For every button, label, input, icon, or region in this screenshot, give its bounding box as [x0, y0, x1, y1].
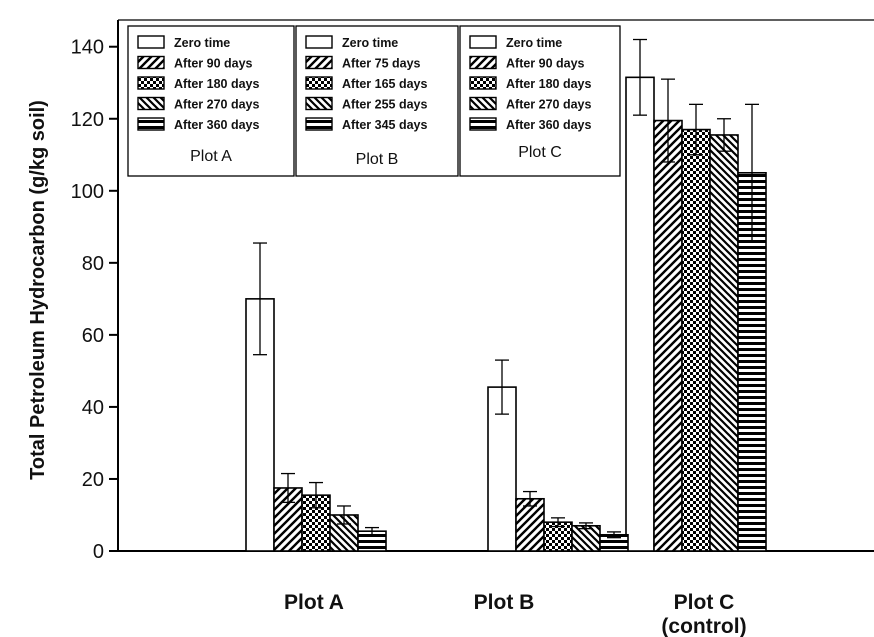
legend-entry-label: After 180 days: [174, 77, 260, 91]
legend-swatch: [305, 35, 333, 49]
legend-title: Plot C: [518, 144, 562, 161]
bar: [625, 76, 655, 552]
legend-entry-label: Zero time: [506, 36, 562, 50]
category-label: (control): [661, 615, 746, 637]
legend-swatch: [305, 55, 333, 70]
y-tick-label: 120: [71, 109, 104, 131]
y-tick-label: 60: [82, 325, 104, 347]
legend-swatch: [137, 117, 165, 131]
y-tick-label: 20: [82, 469, 104, 491]
error-bars: [253, 38, 759, 539]
legend-entry-label: After 270 days: [174, 98, 260, 112]
legend-swatch: [305, 76, 333, 90]
legend-swatch: [469, 117, 497, 131]
y-tick-label: 0: [93, 541, 104, 563]
legend-swatch: [137, 76, 165, 90]
legend-swatch: [469, 55, 497, 70]
legend-swatch: [469, 96, 497, 111]
legend-entry-label: Zero time: [174, 36, 230, 50]
legend-swatch: [305, 117, 333, 131]
legend-entry-label: After 180 days: [506, 77, 592, 91]
legend-title: Plot A: [190, 148, 232, 165]
y-ticks: 0 20 40 60 80 100 120 140: [71, 37, 118, 563]
category-label: Plot C: [674, 591, 735, 614]
legend-swatch: [305, 96, 333, 111]
y-tick-label: 40: [82, 397, 104, 419]
legend-entry-label: After 165 days: [342, 77, 428, 91]
legend-entry-label: After 90 days: [506, 57, 585, 71]
legend-entry-label: After 270 days: [506, 98, 592, 112]
category-labels: Plot A Plot B Plot C(control): [284, 591, 747, 637]
legend-swatch: [469, 35, 497, 49]
category-label: Plot B: [474, 591, 535, 614]
legend-entry-label: After 75 days: [342, 57, 421, 71]
bar: [653, 119, 683, 552]
legend-title: Plot B: [356, 151, 399, 168]
y-tick-label: 140: [71, 37, 104, 59]
category-label: Plot A: [284, 591, 344, 614]
legend-entry-label: Zero time: [342, 36, 398, 50]
bar: [681, 128, 711, 552]
bar: [571, 524, 601, 552]
y-axis-title: Total Petroleum Hydrocarbon (g/kg soil): [27, 100, 49, 480]
legend-entry-label: After 360 days: [174, 118, 260, 132]
legend-swatch: [469, 76, 497, 90]
y-tick-label: 80: [82, 253, 104, 275]
y-tick-label: 100: [71, 181, 104, 203]
legend-swatch: [137, 55, 165, 70]
legend-entry-label: After 90 days: [174, 57, 253, 71]
legend-entry-label: After 255 days: [342, 98, 428, 112]
legend-swatch: [137, 96, 165, 111]
legends: Zero time After 90 days After 180 days Afte…: [127, 25, 621, 177]
legend-entry-label: After 345 days: [342, 118, 428, 132]
legend-swatch: [137, 35, 165, 49]
bar: [709, 134, 739, 552]
legend-entry-label: After 360 days: [506, 118, 592, 132]
